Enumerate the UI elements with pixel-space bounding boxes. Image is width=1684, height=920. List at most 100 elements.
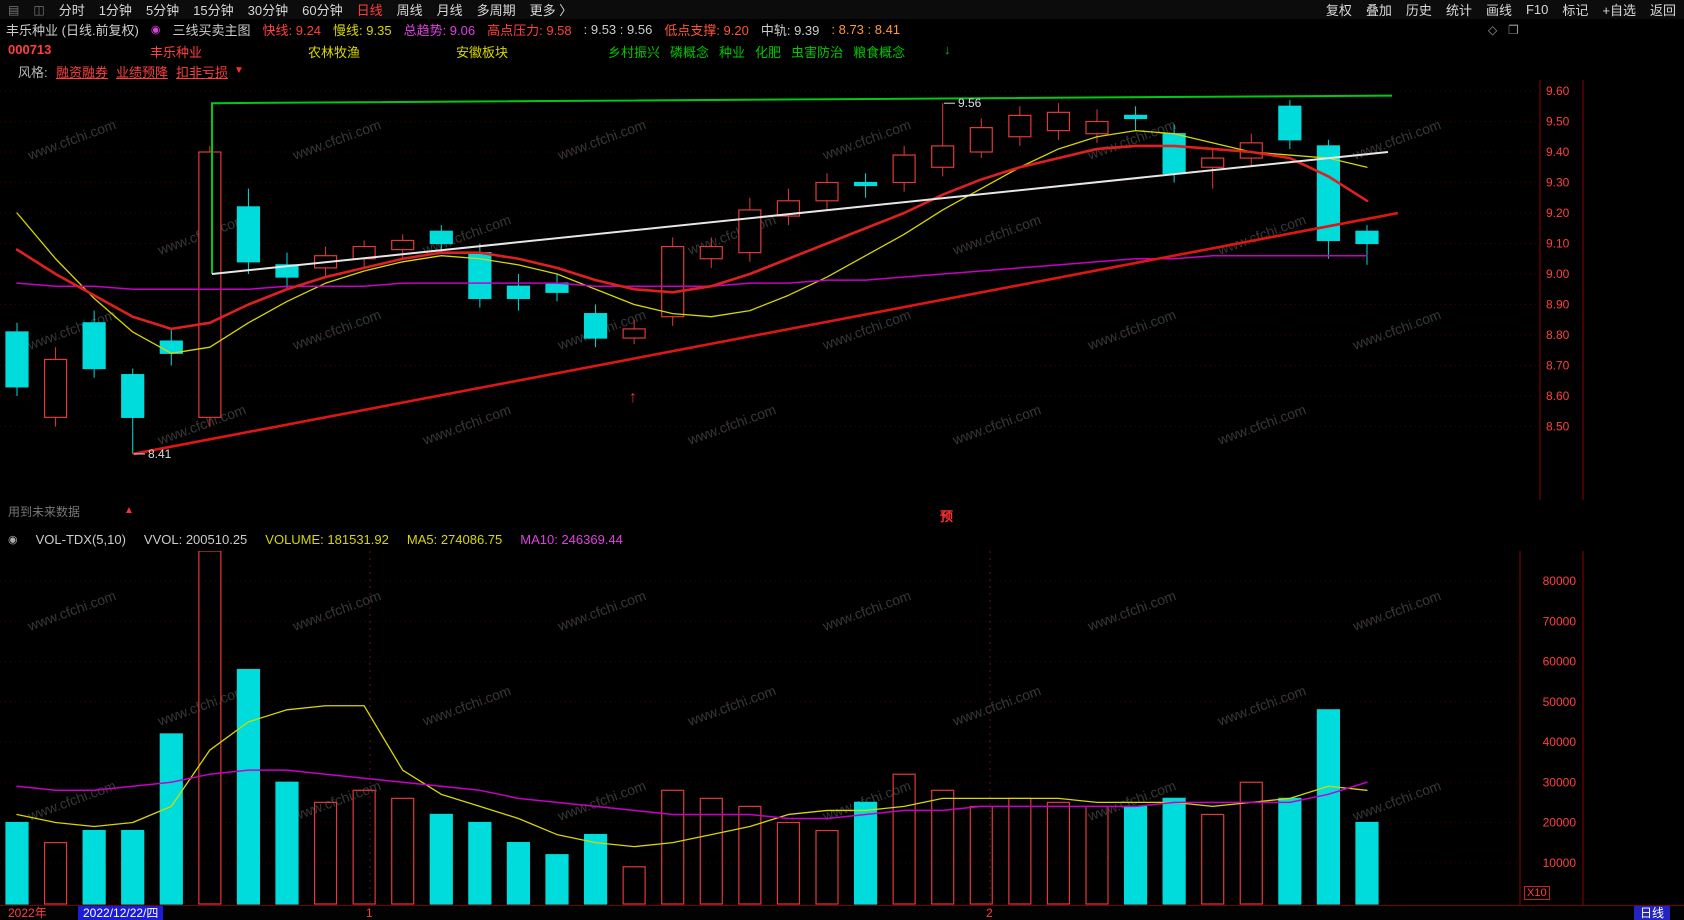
candle-body [275,264,299,278]
watermark: www.cfchi.com [1350,777,1443,824]
watermark: www.cfchi.com [420,682,513,729]
watermark: www.cfchi.com [950,401,1043,448]
watermark: www.cfchi.com [555,777,648,824]
volume-indicator-bar: ◉ VOL-TDX(5,10) VVOL: 200510.25 VOLUME: … [0,528,1684,551]
volume-indicator-name[interactable]: VOL-TDX(5,10) [35,532,126,547]
volume-bar [969,805,993,905]
volume-dot-icon: ◉ [8,534,18,546]
concept-tag[interactable]: 虫害防治 [791,45,844,60]
sector-industry[interactable]: 农林牧渔 [308,45,361,60]
triangle-down-icon: ▼ [234,65,244,76]
price-axis-label: 9.20 [1546,206,1570,220]
volume-bar [815,829,839,905]
fast-line-value: 快线: 9.24 [262,23,322,38]
alert-pre-badge: 预 [940,509,954,524]
resistance-extra-values: : 9.53 : 9.56 [583,22,653,37]
trend-value: 总趋势: 9.06 [403,23,476,38]
btn-add-watchlist[interactable]: +自选 [1602,3,1636,18]
cursor-date-label: 2022/12/22/四 [78,906,164,920]
btn-history[interactable]: 历史 [1405,3,1432,18]
support-value: 低点支撑: 9.20 [664,23,749,38]
candle-body [661,245,685,318]
volume-bar [275,781,299,905]
candle-body [699,245,723,260]
tab-15min[interactable]: 15分钟 [193,3,234,18]
volume-bar-chart[interactable]: www.cfchi.com www.cfchi.com www.cfchi.com w… [0,551,1584,905]
volume-bar [583,833,608,905]
tab-multi-period[interactable]: 多周期 [476,3,516,18]
tab-weekly[interactable]: 周线 [396,3,423,18]
price-axis-label: 9.00 [1546,267,1570,281]
timeline-separator-line [0,905,1684,906]
stock-name: 丰乐种业 [150,45,203,60]
volume-bar [699,797,723,905]
stock-info-bar: 000713 丰乐种业 农林牧渔 安徽板块 乡村振兴 磷概念 种业 化肥 虫害防… [0,40,1684,60]
concept-tag[interactable]: 磷概念 [670,45,710,60]
volume-bar [738,805,762,905]
price-axis-label: 9.10 [1546,237,1570,251]
concept-tag[interactable]: 种业 [719,45,746,60]
candle-body [391,239,415,251]
volume-bar [545,854,569,905]
btn-back[interactable]: 返回 [1649,3,1676,18]
volume-axis-label: 60000 [1543,655,1577,669]
volume-bar [352,789,376,905]
btn-draw-line[interactable]: 画线 [1485,3,1512,18]
tab-daily[interactable]: 日线 [356,3,383,18]
candle-body [1355,230,1379,245]
risk-tag[interactable]: 扣非亏损 [176,65,229,80]
volume-axis-label: 10000 [1543,856,1577,870]
price-candlestick-chart[interactable]: www.cfchi.com www.cfchi.com www.cfchi.com w… [0,80,1584,500]
concept-tag[interactable]: 粮食概念 [853,45,906,60]
watermark: www.cfchi.com [820,587,913,634]
indicator-value-bar: 丰乐种业 (日线.前复权) ◉ 三线买卖主图 快线: 9.24 慢线: 9.35… [0,19,1684,40]
risk-tags: 融资融券 业绩预降 扣非亏损 [56,62,228,81]
overlap-window-icon[interactable]: ❐ [1508,23,1519,37]
volume-bar [1355,821,1379,905]
resistance-line [211,94,1393,274]
candle-body [121,374,145,418]
concept-tag[interactable]: 化肥 [755,45,782,60]
volume-axis-label: 40000 [1543,735,1577,749]
volume-bar [159,733,183,905]
app-icon: ▤ [8,2,20,17]
diamond-icon[interactable]: ◇ [1488,23,1498,37]
tab-5min[interactable]: 5分钟 [145,3,180,18]
low-price-label: 8.41 [148,447,172,461]
concept-tag[interactable]: 乡村振兴 [608,45,661,60]
tab-1min[interactable]: 1分钟 [98,3,132,18]
candle-body [1162,133,1186,174]
watermark: www.cfchi.com [685,682,778,729]
btn-mark[interactable]: 标记 [1562,3,1589,18]
tab-intraday[interactable]: 分时 [58,3,85,18]
candle-body [622,328,646,339]
volume-bar [622,866,646,905]
risk-tag[interactable]: 融资融券 [56,65,109,80]
btn-statistics[interactable]: 统计 [1445,3,1472,18]
btn-overlay[interactable]: 叠加 [1365,3,1392,18]
volume-ma10-line [16,769,1368,820]
indicator-name[interactable]: 三线买卖主图 [172,23,251,38]
tab-60min[interactable]: 60分钟 [302,3,343,18]
watermark: www.cfchi.com [685,401,778,448]
tab-monthly[interactable]: 月线 [436,3,463,18]
support-line [132,211,1399,456]
sector-region[interactable]: 安徽板块 [456,45,509,60]
volume-bar [1239,781,1263,905]
chart-title: 丰乐种业 (日线.前复权) [6,23,139,38]
watermark: www.cfchi.com [1350,306,1443,353]
btn-f10[interactable]: F10 [1525,2,1549,17]
layout-icon: ◫ [33,2,45,17]
risk-tag[interactable]: 业绩预降 [116,65,169,80]
volume-bar [429,813,453,905]
volume-bar [1123,805,1148,905]
btn-adjust-rights[interactable]: 复权 [1325,3,1352,18]
period-selector-button[interactable]: 日线 [1633,906,1670,920]
watermark: www.cfchi.com [555,587,648,634]
volume-bar [776,821,801,905]
tab-more[interactable]: 更多 〉 [529,3,573,18]
candle-body [5,331,29,388]
candle-body [236,206,261,263]
tab-30min[interactable]: 30分钟 [247,3,289,18]
watermark: www.cfchi.com [950,211,1043,258]
